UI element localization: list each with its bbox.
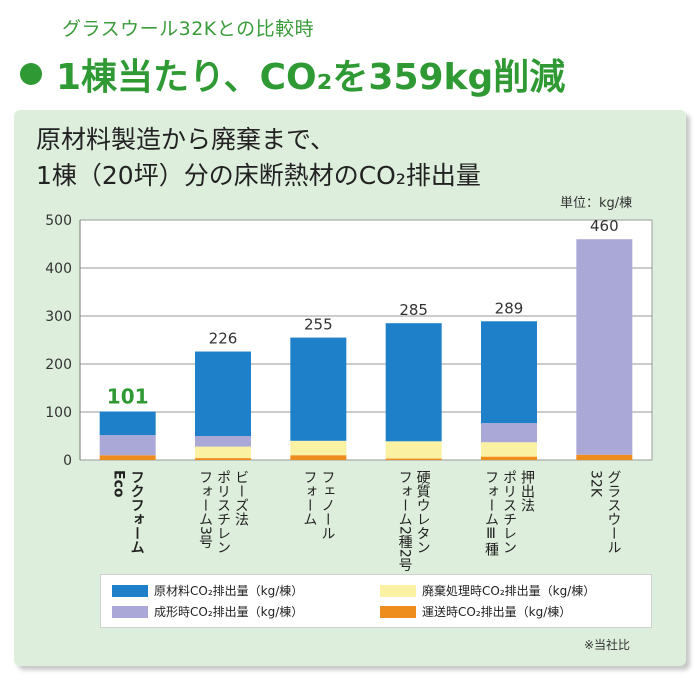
legend-label: 原材料CO₂排出量（kg/棟） xyxy=(154,584,304,598)
category-label: グラスウール xyxy=(605,470,621,554)
footnote: ※当社比 xyxy=(584,638,631,652)
y-tick-label: 400 xyxy=(45,261,72,277)
bar-segment-disposal xyxy=(195,446,251,459)
bar-segment-molding xyxy=(576,239,633,455)
category-label: ビーズ法 xyxy=(233,470,249,526)
bar-segment-disposal xyxy=(481,442,537,457)
legend-label: 成形時CO₂排出量（kg/棟） xyxy=(154,605,304,619)
y-tick-label: 0 xyxy=(63,453,72,469)
category-label: 押出法 xyxy=(519,470,535,512)
bar-segment-transport xyxy=(290,455,347,460)
legend-swatch xyxy=(380,584,416,597)
legend-swatch xyxy=(112,584,148,597)
legend-swatch xyxy=(112,605,148,618)
bar-segment-transport xyxy=(576,454,633,460)
chart-title-line2: 1棟（20坪）分の床断熱材のCO₂排出量 xyxy=(36,161,481,190)
bar-segment-raw xyxy=(385,323,442,442)
bar-total-label: 226 xyxy=(209,330,238,348)
chart-legend xyxy=(100,574,652,628)
bar-segment-disposal xyxy=(290,440,347,456)
bar-total-label: 289 xyxy=(495,299,524,317)
category-label: フォーム3号 xyxy=(197,470,213,549)
y-tick-label: 200 xyxy=(45,357,72,373)
category-label: フォームⅢ種 xyxy=(483,470,499,556)
bar-segment-transport xyxy=(481,456,537,460)
category-label: フェノール xyxy=(319,470,335,540)
plot-area xyxy=(80,220,652,460)
bar-segment-transport xyxy=(99,455,156,460)
legend-entry: 運送時CO₂排出量（kg/棟） xyxy=(380,603,571,620)
headline: 1棟当たり、CO₂を359kg削減 xyxy=(20,48,565,100)
bar-segment-raw xyxy=(481,321,537,424)
bar-total-label: 101 xyxy=(107,385,149,409)
bullet-icon xyxy=(20,63,42,85)
bar-segment-raw xyxy=(290,337,347,441)
category-label: ポリスチレン xyxy=(501,470,517,554)
legend-label: 運送時CO₂排出量（kg/棟） xyxy=(422,605,572,619)
legend-entry: 原材料CO₂排出量（kg/棟） xyxy=(112,582,303,599)
bar-segment-molding xyxy=(195,436,251,447)
bar-segment-molding xyxy=(481,423,537,443)
category-label: フォーム xyxy=(301,470,317,526)
category-label: フォーム2種2号 xyxy=(397,470,413,572)
category-label: 32K xyxy=(587,470,603,498)
bar-segment-raw xyxy=(195,351,251,436)
category-label: ポリスチレン xyxy=(215,470,231,554)
bar-segment-raw xyxy=(99,411,156,436)
bar-segment-disposal xyxy=(385,441,442,459)
legend-entry: 廃棄処理時CO₂排出量（kg/棟） xyxy=(380,582,595,599)
category-label: フクフォーム xyxy=(129,470,145,554)
bar-segment-transport xyxy=(385,458,442,460)
unit-label: 単位：kg/棟 xyxy=(560,196,633,211)
bar-total-label: 460 xyxy=(590,217,619,235)
y-tick-label: 100 xyxy=(45,405,72,421)
category-label: 硬質ウレタン xyxy=(415,470,431,554)
comparison-subtitle: グラスウール32Kとの比較時 xyxy=(62,18,315,40)
category-label: Eco xyxy=(111,470,127,498)
y-tick-label: 300 xyxy=(45,309,72,325)
legend-swatch xyxy=(380,605,416,618)
legend-entry: 成形時CO₂排出量（kg/棟） xyxy=(112,603,303,620)
y-tick-label: 500 xyxy=(45,213,72,229)
bar-total-label: 255 xyxy=(304,316,333,334)
chart-title: 原材料製造から廃棄まで、 1棟（20坪）分の床断熱材のCO₂排出量 xyxy=(36,122,481,194)
bar-segment-molding xyxy=(99,435,156,456)
bar-total-label: 285 xyxy=(399,301,428,319)
chart-title-line1: 原材料製造から廃棄まで、 xyxy=(36,125,336,154)
legend-label: 廃棄処理時CO₂排出量（kg/棟） xyxy=(422,584,596,598)
headline-text: 1棟当たり、CO₂を359kg削減 xyxy=(56,57,566,98)
bar-segment-transport xyxy=(195,458,251,460)
